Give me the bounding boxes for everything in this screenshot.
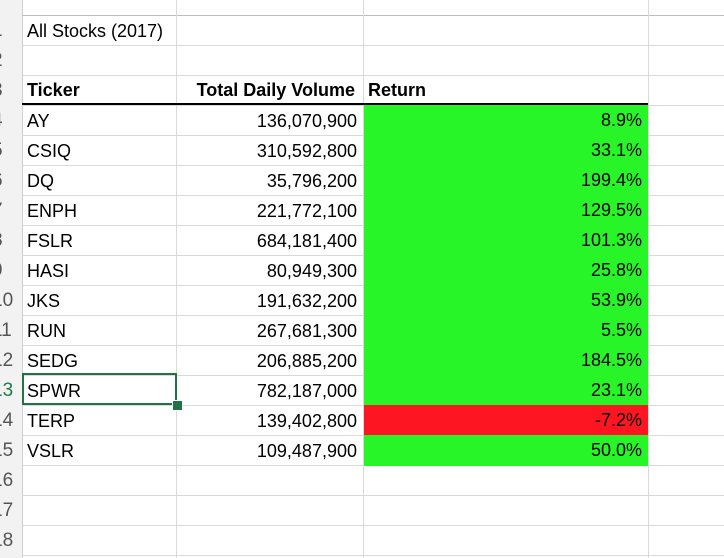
row-gridline: [22, 495, 724, 496]
volume-cell[interactable]: 191,632,200: [256, 291, 357, 311]
row-gridline: [22, 525, 724, 526]
return-cell[interactable]: -7.2%: [364, 405, 648, 436]
ticker-cell[interactable]: DQ: [27, 171, 54, 191]
row-number[interactable]: 9: [0, 256, 22, 286]
fill-handle[interactable]: [172, 400, 183, 411]
ticker-cell[interactable]: HASI: [27, 261, 70, 281]
row-gridline: [22, 45, 724, 46]
return-cell[interactable]: 33.1%: [364, 135, 648, 166]
row-number[interactable]: 3: [0, 76, 22, 106]
ticker-cell[interactable]: FSLR: [27, 231, 74, 251]
volume-cell[interactable]: 310,592,800: [256, 141, 357, 161]
ticker-cell[interactable]: AY: [27, 111, 50, 131]
row-number[interactable]: 13: [0, 380, 14, 401]
ticker-cell[interactable]: TERP: [27, 411, 76, 431]
column-gridline: [176, 0, 177, 558]
volume-cell[interactable]: 139,402,800: [256, 411, 357, 431]
row-gridline: [22, 75, 724, 76]
row-number[interactable]: 16: [0, 470, 14, 491]
ticker-cell[interactable]: ENPH: [27, 201, 78, 221]
row-number[interactable]: 14: [0, 410, 14, 431]
return-cell[interactable]: 8.9%: [364, 105, 648, 136]
ticker-cell[interactable]: SPWR: [27, 381, 81, 401]
volume-cell[interactable]: 109,487,900: [256, 441, 357, 461]
row-number[interactable]: 15: [0, 440, 14, 461]
row-number[interactable]: 2: [0, 46, 22, 76]
return-cell[interactable]: 53.9%: [364, 285, 648, 316]
return-cell[interactable]: 101.3%: [364, 225, 648, 256]
return-cell[interactable]: 129.5%: [364, 195, 648, 226]
row-number[interactable]: 11: [0, 320, 12, 341]
ticker-cell[interactable]: RUN: [27, 321, 66, 341]
row-number[interactable]: 1: [0, 16, 22, 46]
title-cell[interactable]: All Stocks (2017): [27, 21, 164, 41]
ticker-cell[interactable]: VSLR: [27, 441, 75, 461]
volume-cell[interactable]: 35,796,200: [266, 171, 357, 191]
return-cell[interactable]: 50.0%: [364, 435, 648, 466]
column-gridline: [363, 0, 364, 558]
header-total-daily-volume[interactable]: Total Daily Volume: [196, 80, 355, 100]
row-number[interactable]: 17: [0, 500, 14, 521]
volume-cell[interactable]: 267,681,300: [256, 321, 357, 341]
header-bottom-border: [22, 103, 648, 105]
volume-cell[interactable]: 80,949,300: [266, 261, 357, 281]
row-number[interactable]: 10: [0, 290, 14, 311]
ticker-cell[interactable]: JKS: [27, 291, 61, 311]
header-ticker[interactable]: Ticker: [27, 80, 80, 100]
row-number[interactable]: 12: [0, 350, 14, 371]
row-number[interactable]: 7: [0, 196, 22, 226]
header-return[interactable]: Return: [368, 80, 426, 100]
row-number[interactable]: 8: [0, 226, 22, 256]
return-cell[interactable]: 184.5%: [364, 345, 648, 376]
row-number[interactable]: 6: [0, 166, 22, 196]
active-cell-selection[interactable]: [22, 373, 177, 405]
volume-cell[interactable]: 136,070,900: [256, 111, 357, 131]
return-cell[interactable]: 199.4%: [364, 165, 648, 196]
volume-cell[interactable]: 206,885,200: [256, 351, 357, 371]
row-number[interactable]: 4: [0, 106, 22, 136]
row-number[interactable]: 18: [0, 530, 14, 551]
volume-cell[interactable]: 782,187,000: [256, 381, 357, 401]
return-cell[interactable]: 25.8%: [364, 255, 648, 286]
row-number[interactable]: 5: [0, 136, 22, 166]
column-header-border: [22, 15, 724, 16]
ticker-cell[interactable]: CSIQ: [27, 141, 72, 161]
column-gridline: [648, 0, 649, 558]
volume-cell[interactable]: 221,772,100: [256, 201, 357, 221]
return-cell[interactable]: 23.1%: [364, 375, 648, 406]
ticker-cell[interactable]: SEDG: [27, 351, 79, 371]
row-gridline: [22, 555, 724, 556]
row-header-gutter: [0, 0, 23, 558]
volume-cell[interactable]: 684,181,400: [256, 231, 357, 251]
return-cell[interactable]: 5.5%: [364, 315, 648, 346]
